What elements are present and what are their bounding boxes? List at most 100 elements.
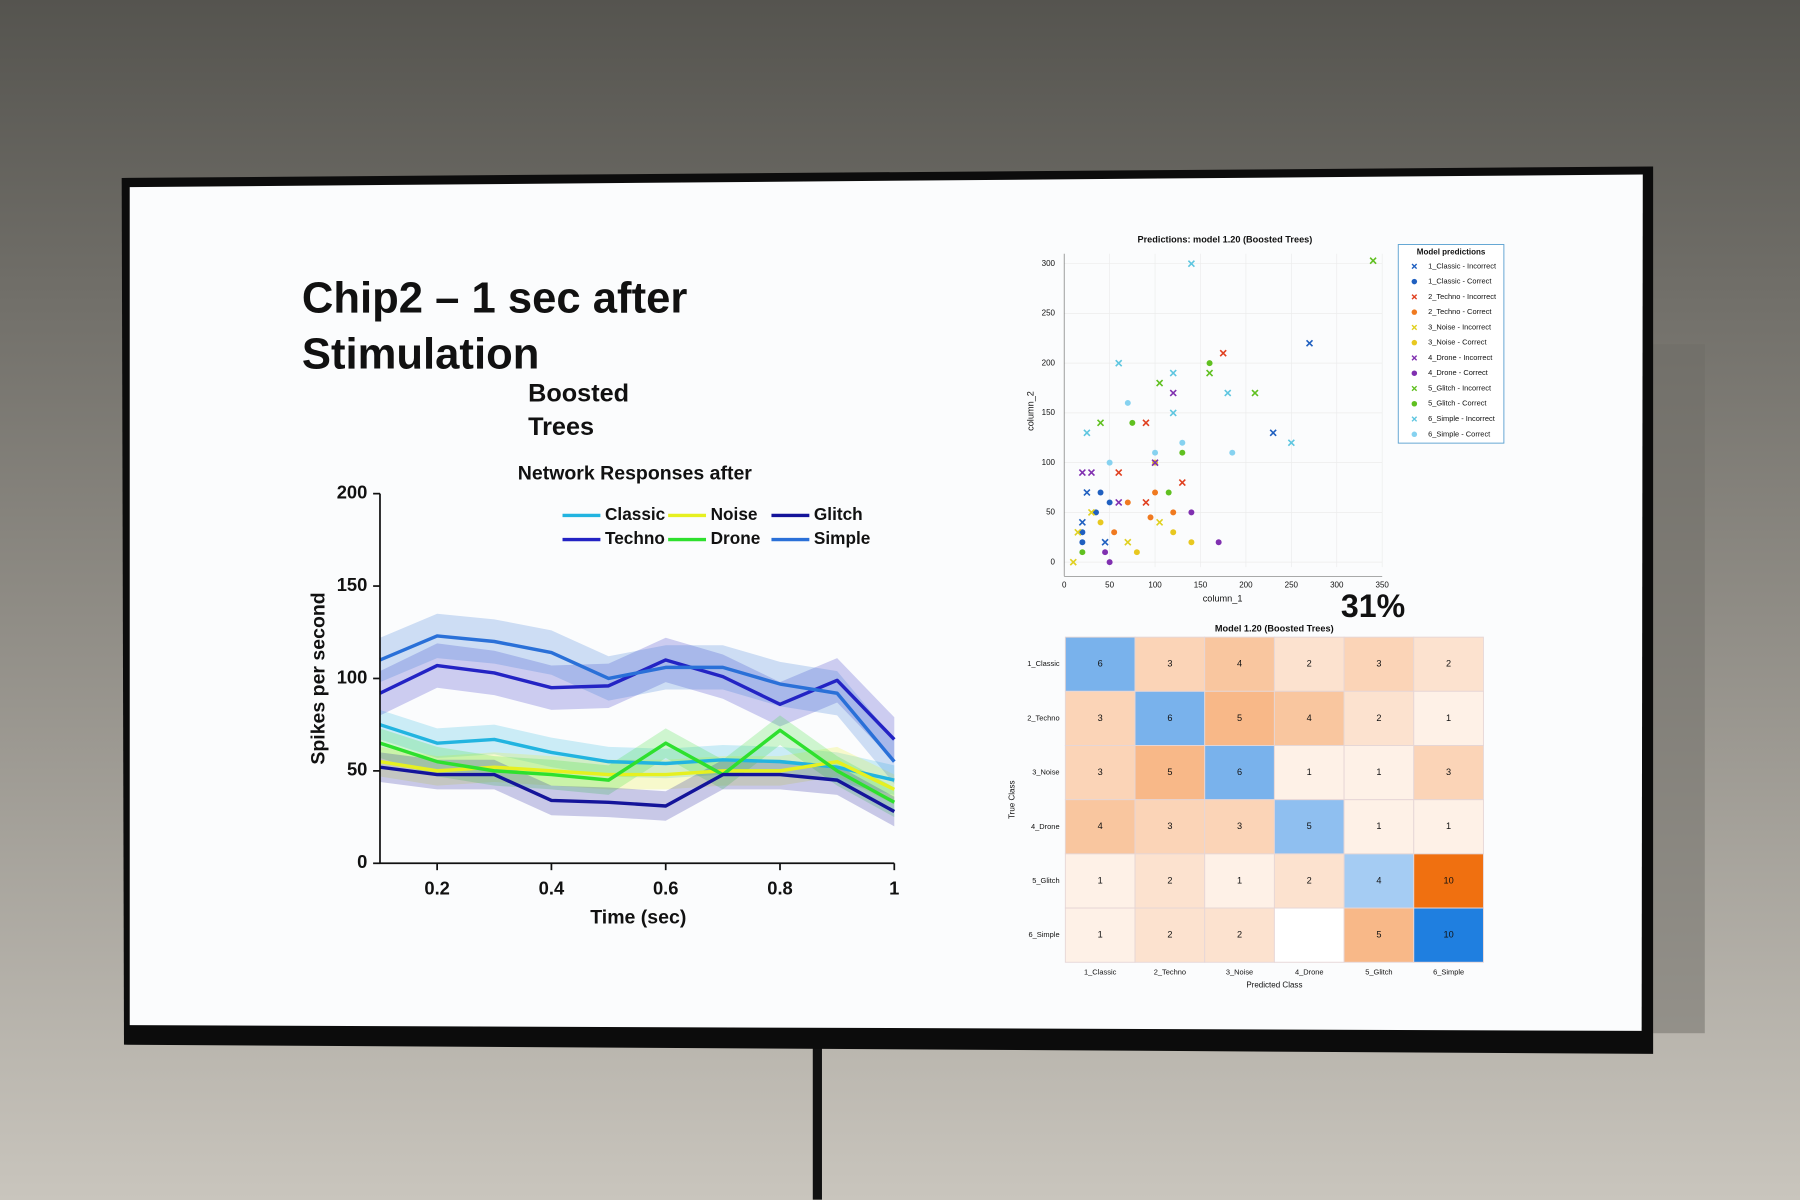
x-tick-label: 0.6 — [653, 878, 679, 899]
cell-label: 6 — [1167, 713, 1172, 723]
y-tick-label: 3_Noise — [1032, 768, 1059, 777]
point — [1078, 469, 1086, 477]
y-tick-label: 200 — [337, 481, 368, 502]
point — [1124, 499, 1131, 506]
cell-label: 1 — [1098, 875, 1103, 885]
x-tick-label: 50 — [1105, 581, 1114, 590]
cell — [1204, 853, 1275, 909]
legend-label: 5_Glitch - Incorrect — [1428, 383, 1492, 392]
point — [1124, 399, 1131, 406]
point — [1224, 389, 1232, 397]
legend-label: Classic — [605, 504, 666, 524]
point — [1151, 459, 1159, 467]
slide-subtitle: Trees — [528, 413, 594, 441]
cell-label: 5 — [1237, 713, 1242, 723]
cell — [1413, 907, 1484, 963]
y-tick-label: 50 — [1046, 508, 1055, 517]
x-tick-label: 3_Noise — [1226, 968, 1253, 977]
cell — [1343, 799, 1415, 855]
legend-label: 6_Simple - Incorrect — [1428, 414, 1496, 423]
legend-label: 1_Classic - Correct — [1428, 277, 1492, 286]
point — [1087, 508, 1096, 516]
point — [1079, 549, 1086, 556]
x-tick-label: 4_Drone — [1295, 968, 1324, 977]
cell-label: 3 — [1376, 659, 1381, 669]
cell — [1064, 799, 1136, 855]
cell-label: 4 — [1098, 821, 1103, 831]
point — [1129, 419, 1136, 426]
cell-label: 10 — [1444, 930, 1454, 940]
cell-label: 5 — [1167, 767, 1172, 777]
point — [1069, 558, 1077, 566]
cell-label: 10 — [1444, 875, 1454, 885]
cell-label: 5 — [1376, 930, 1381, 940]
cell-label: 1 — [1237, 875, 1242, 885]
point — [1187, 260, 1195, 268]
x-tick-label: 0.2 — [424, 878, 450, 899]
legend-label: 6_Simple - Correct — [1428, 429, 1491, 438]
error-band — [379, 613, 895, 784]
slide-title: Stimulation — [302, 331, 539, 379]
cell-label: 2 — [1446, 659, 1451, 669]
point — [1096, 419, 1105, 427]
cell-label: 3 — [1446, 767, 1451, 777]
cell — [1204, 636, 1275, 692]
series-line — [379, 634, 896, 763]
x-tick-label: 1 — [889, 878, 899, 899]
cell — [1204, 799, 1275, 855]
y-axis-label: column_2 — [1025, 391, 1035, 431]
legend-label: 4_Drone - Correct — [1428, 368, 1489, 377]
point — [1215, 539, 1222, 546]
x-tick-label: 150 — [1194, 581, 1208, 590]
point — [1170, 509, 1177, 516]
y-tick-label: 100 — [337, 666, 368, 687]
cell — [1273, 853, 1345, 909]
point — [1169, 409, 1177, 417]
cell-label: 3 — [1237, 821, 1242, 831]
cell-label: 3 — [1098, 767, 1103, 777]
cell-label: 1 — [1376, 767, 1381, 777]
cell-label: 3 — [1167, 821, 1172, 831]
point — [1206, 369, 1214, 377]
x-tick-label: 5_Glitch — [1365, 968, 1392, 977]
cell-label: 2 — [1376, 713, 1381, 723]
y-tick-label: 100 — [1042, 458, 1056, 467]
point — [1083, 429, 1091, 437]
cell-label: 2 — [1307, 875, 1312, 885]
y-axis-label: Spikes per second — [307, 592, 329, 764]
point — [1106, 499, 1113, 506]
y-tick-label: 300 — [1042, 259, 1056, 268]
point — [1156, 518, 1164, 526]
point — [1133, 549, 1140, 556]
series-line — [379, 728, 896, 804]
point — [1142, 419, 1150, 427]
point — [1229, 449, 1236, 456]
legend-marker — [1411, 324, 1418, 331]
cell-label: 2 — [1167, 875, 1172, 885]
x-tick-label: 350 — [1376, 581, 1390, 590]
legend-marker — [1411, 400, 1418, 407]
cell — [1064, 907, 1136, 963]
chart-title: Network Responses after — [518, 462, 752, 484]
cell-label: 1 — [1376, 821, 1381, 831]
point — [1097, 489, 1104, 496]
point — [1106, 459, 1113, 466]
cell-label: 4 — [1237, 659, 1242, 669]
point — [1142, 498, 1150, 506]
cell — [1413, 799, 1484, 855]
legend-marker — [1411, 385, 1418, 392]
point — [1170, 529, 1177, 536]
scene: Chip2 – 1 sec after Stimulation Boosted … — [121, 166, 1705, 1200]
y-tick-label: 2_Techno — [1027, 713, 1059, 722]
cell-label: 3 — [1167, 659, 1172, 669]
cell — [1413, 690, 1484, 746]
chart-title: Predictions: model 1.20 (Boosted Trees) — [1138, 234, 1313, 244]
x-tick-label: 0 — [1062, 581, 1067, 590]
legend-marker — [1411, 370, 1418, 376]
point — [1101, 538, 1109, 546]
tv-stand — [812, 1038, 822, 1200]
point — [1152, 449, 1159, 456]
cell-label: 6 — [1098, 659, 1103, 669]
cell-label: 2 — [1307, 659, 1312, 669]
